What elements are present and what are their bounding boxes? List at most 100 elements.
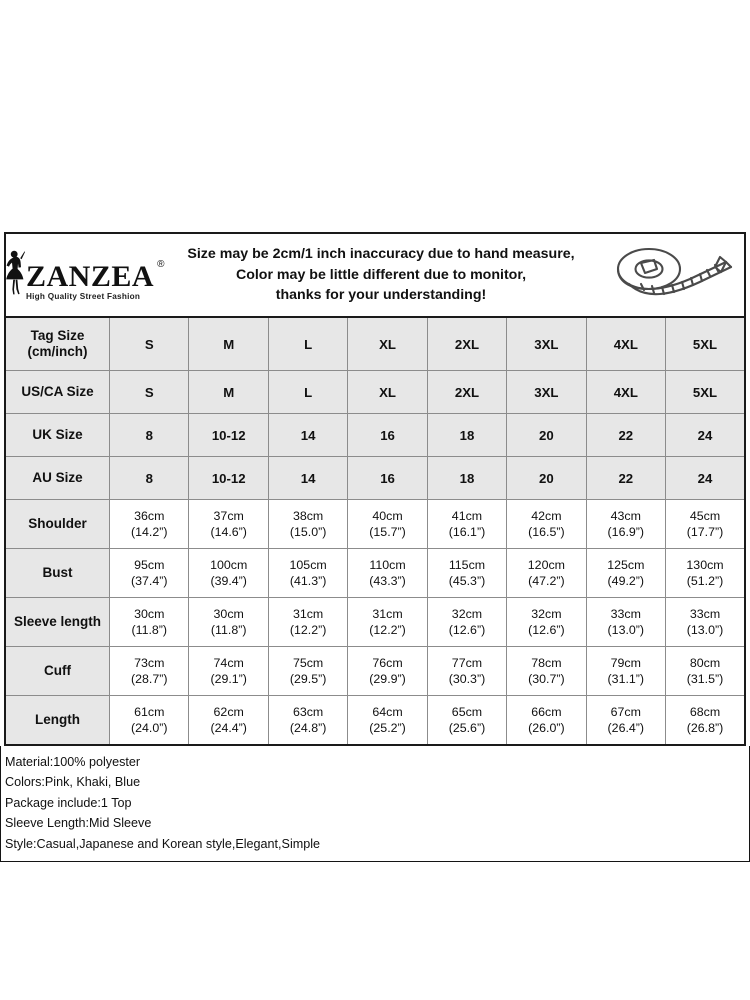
measurement-cell: 33cm (13.0”): [665, 597, 747, 647]
row-label: Tag Size (cm/inch): [4, 316, 111, 371]
measurement-cell: 80cm (31.5”): [665, 646, 747, 696]
measurement-inch: (24.8”): [289, 721, 327, 735]
measurement-cm: 64cm: [372, 704, 403, 719]
size-cell: 18: [426, 413, 508, 457]
measurement-cell: 33cm (13.0”): [585, 597, 667, 647]
measurement-inch: (26.4”): [607, 721, 645, 735]
brand-tagline: High Quality Street Fashion: [25, 292, 141, 302]
measurement-inch: (26.8”): [686, 721, 724, 735]
row-label: US/CA Size: [4, 370, 111, 414]
measurement-cm: 74cm: [213, 655, 244, 670]
measurement-cell: 43cm (16.9”): [585, 499, 667, 549]
measurement-cm: 78cm: [531, 655, 562, 670]
table-row: UK Size 8 10-12 14 16 18 20 22 24: [4, 413, 747, 457]
measurement-inch: (13.0”): [607, 623, 645, 637]
table-row: Length 61cm (24.0”) 62cm (24.4”) 63cm (24.8”) 6…: [4, 695, 747, 746]
measurement-inch: (25.6”): [448, 721, 486, 735]
measurement-cm: 42cm: [531, 508, 562, 523]
measurement-inch: (49.2”): [607, 574, 645, 588]
size-cell: L: [267, 370, 349, 414]
size-cell: S: [109, 316, 190, 371]
measurement-cell: 78cm (30.7”): [506, 646, 587, 696]
measurement-inch: (51.2”): [686, 574, 724, 588]
measurement-cell: 64cm (25.2”): [347, 695, 428, 746]
size-cell: 5XL: [665, 316, 747, 371]
measurement-cm: 65cm: [451, 704, 483, 719]
size-cell: 16: [347, 413, 428, 457]
measurement-inch: (16.9”): [607, 525, 645, 539]
detail-line: Style:Casual,Japanese and Korean style,E…: [5, 836, 321, 851]
measurement-inch: (41.3”): [289, 574, 327, 588]
measurement-cm: 30cm: [134, 606, 165, 621]
size-cell: S: [109, 370, 190, 414]
detail-line: Colors:Pink, Khaki, Blue: [5, 775, 141, 790]
size-cell: 8: [109, 413, 190, 457]
measurement-inch: (31.1”): [607, 672, 645, 686]
measurement-cell: 95cm (37.4”): [109, 548, 190, 598]
measurement-cell: 61cm (24.0”): [109, 695, 190, 746]
measurement-cm: 43cm: [610, 508, 641, 523]
measurement-cell: 120cm (47.2”): [506, 548, 587, 598]
detail-line: Package include:1 Top: [5, 795, 132, 810]
measurement-cm: 33cm: [610, 606, 641, 621]
size-cell: 22: [585, 456, 667, 500]
row-label: Cuff: [4, 646, 111, 696]
measuring-tape-icon: [604, 244, 744, 306]
measurement-inch: (14.6”): [210, 525, 247, 539]
measurement-cm: 120cm: [527, 557, 565, 572]
measurement-cell: 30cm (11.8”): [109, 597, 190, 647]
measurement-inch: (43.3”): [369, 574, 406, 588]
measurement-cell: 38cm (15.0”): [267, 499, 349, 549]
measurement-cm: 62cm: [213, 704, 244, 719]
table-row: AU Size 8 10-12 14 16 18 20 22 24: [4, 456, 747, 500]
measurement-inch: (14.2”): [131, 525, 168, 539]
measurement-inch: (12.2”): [289, 623, 327, 637]
measurement-cell: 63cm (24.8”): [267, 695, 349, 746]
size-cell: 14: [267, 456, 349, 500]
woman-silhouette-icon: [3, 249, 25, 300]
measurement-cell: 32cm (12.6”): [426, 597, 508, 647]
measurement-inch: (24.4”): [210, 721, 247, 735]
measurement-cm: 41cm: [451, 508, 483, 523]
size-cell: L: [267, 316, 349, 371]
measurement-cell: 105cm (41.3”): [267, 548, 349, 598]
measurement-inch: (45.3”): [448, 574, 486, 588]
size-cell: 24: [665, 413, 747, 457]
measurement-inch: (26.0”): [528, 721, 565, 735]
size-table: Tag Size (cm/inch) S M L XL 2XL 3XL 4XL 5XL US/CA …: [4, 316, 747, 746]
measurement-inch: (39.4”): [210, 574, 247, 588]
measurement-cm: 31cm: [372, 606, 403, 621]
size-table-body: Tag Size (cm/inch) S M L XL 2XL 3XL 4XL 5XL US/CA …: [4, 316, 747, 746]
measurement-cell: 110cm (43.3”): [347, 548, 428, 598]
measurement-inch: (29.5”): [289, 672, 327, 686]
chart-header: ZANZEA ® High Quality Street Fashion Siz…: [4, 232, 746, 316]
table-row: Tag Size (cm/inch) S M L XL 2XL 3XL 4XL 5XL: [4, 316, 747, 371]
size-chart: ZANZEA ® High Quality Street Fashion Siz…: [0, 232, 750, 862]
measurement-cm: 45cm: [689, 508, 721, 523]
measurement-cell: 125cm (49.2”): [585, 548, 667, 598]
measurement-cm: 75cm: [292, 655, 324, 670]
measurement-cell: 36cm (14.2”): [109, 499, 190, 549]
size-cell: 20: [506, 413, 587, 457]
size-cell: 14: [267, 413, 349, 457]
measurement-cell: 76cm (29.9”): [347, 646, 428, 696]
measurement-cm: 95cm: [134, 557, 165, 572]
measurement-cm: 110cm: [369, 557, 406, 572]
table-row: Bust 95cm (37.4”) 100cm (39.4”) 105cm (41.3”) 1…: [4, 548, 747, 598]
detail-line: Material:100% polyester: [5, 755, 141, 769]
size-cell: M: [188, 370, 269, 414]
measurement-cm: 115cm: [448, 557, 486, 572]
registered-mark-icon: ®: [157, 258, 166, 270]
measurement-inch: (17.7”): [686, 525, 724, 539]
measurement-cm: 80cm: [689, 655, 721, 670]
measurement-cm: 77cm: [451, 655, 483, 670]
measurement-cm: 66cm: [531, 704, 562, 719]
table-row: Sleeve length 30cm (11.8”) 30cm (11.8”) 31cm (…: [4, 597, 747, 647]
size-cell: 16: [347, 456, 428, 500]
row-label-line: Tag Size: [30, 327, 85, 343]
brand-name: ZANZEA ®: [25, 258, 166, 293]
size-cell: 10-12: [188, 456, 269, 500]
size-cell: 20: [506, 456, 587, 500]
notice-line-2: Color may be little different due to mon…: [235, 266, 527, 283]
measurement-cell: 79cm (31.1”): [585, 646, 667, 696]
